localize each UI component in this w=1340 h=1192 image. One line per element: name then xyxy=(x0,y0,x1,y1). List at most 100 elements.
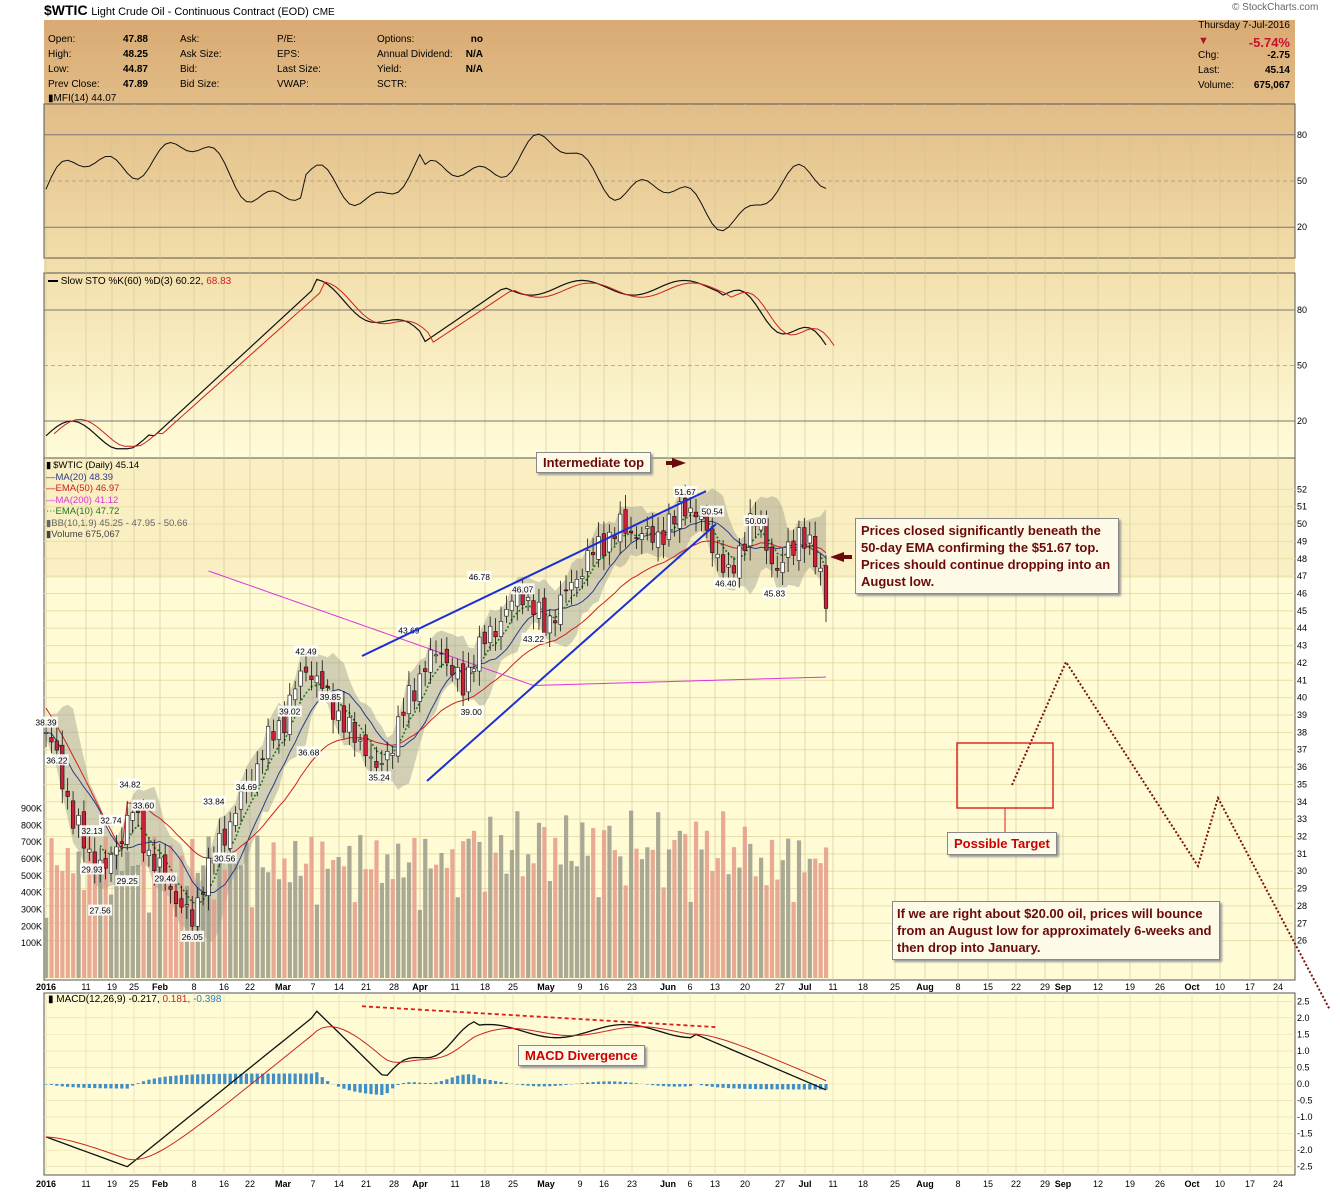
ema50-line xyxy=(45,540,827,859)
stat-dividend-label: Annual Dividend: xyxy=(377,49,453,60)
volume-bar xyxy=(558,864,563,978)
volume-bar xyxy=(428,868,433,978)
volume-bar xyxy=(179,855,184,978)
macd-histogram-bar xyxy=(353,1084,357,1092)
price-label-box: 34.69 xyxy=(234,780,259,792)
x-axis-label-bottom: 13 xyxy=(710,1179,720,1189)
x-axis-label: 28 xyxy=(389,982,399,992)
indicator-background xyxy=(44,20,1295,458)
volume-bar xyxy=(76,851,81,978)
macd-histogram-bar xyxy=(190,1074,194,1084)
macd-histogram-bar xyxy=(125,1084,129,1089)
sto-k-line xyxy=(45,278,827,450)
sto-axis-tick: 80 xyxy=(1297,305,1307,315)
macd-histogram-bar xyxy=(596,1081,601,1084)
macd-histogram-bar xyxy=(548,1084,552,1087)
sto-axis-tick: 20 xyxy=(1297,416,1307,426)
price-label-box: 50.00 xyxy=(743,515,768,527)
price-axis-tick: 27 xyxy=(1297,918,1307,928)
macd-histogram-bar xyxy=(396,1084,400,1086)
volume-bar xyxy=(818,863,823,978)
macd-histogram-bar xyxy=(212,1073,216,1084)
x-axis-label: 15 xyxy=(983,982,993,992)
candle-body xyxy=(726,564,731,568)
candle-body xyxy=(775,568,780,571)
macd-histogram-bar xyxy=(185,1074,189,1084)
price-label-bg xyxy=(296,746,321,758)
price-label-box: 29.40 xyxy=(153,872,178,884)
candle-body xyxy=(352,722,357,743)
stat-bidsize-label: Bid Size: xyxy=(180,79,220,90)
x-axis-label-bottom: 2016 xyxy=(36,1179,56,1189)
macd-histogram-bar xyxy=(775,1084,779,1090)
macd-histogram-bar xyxy=(672,1084,676,1087)
x-axis-label-bottom: 18 xyxy=(480,1179,490,1189)
candle-body xyxy=(536,601,542,619)
macd-axis-tick: -0.5 xyxy=(1297,1096,1313,1106)
macd-histogram-bar xyxy=(201,1074,205,1084)
x-axis-label-bottom: 16 xyxy=(599,1179,609,1189)
macd-histogram-bar xyxy=(488,1080,492,1084)
macd-histogram-bar xyxy=(239,1073,243,1084)
volume-bar xyxy=(163,875,168,978)
volume-bar xyxy=(412,837,417,978)
volume-bar xyxy=(304,863,309,978)
volume-bar xyxy=(249,907,255,978)
candle-body xyxy=(423,668,428,672)
volume-bar xyxy=(255,835,260,978)
volume-bar xyxy=(499,835,504,978)
stat-high-label: High: xyxy=(48,49,72,60)
macd-histogram-bar xyxy=(87,1084,91,1088)
candle-body xyxy=(601,533,607,557)
mfi-axis-tick: 80 xyxy=(1297,130,1307,140)
volume-bar xyxy=(482,891,487,978)
candle-body xyxy=(504,609,509,617)
macd-histogram-bar xyxy=(651,1084,655,1086)
volume-bar xyxy=(282,858,287,978)
macd-histogram-bar xyxy=(526,1084,530,1086)
macd-histogram-bar xyxy=(342,1084,346,1089)
volume-axis-tick: 200K xyxy=(21,921,42,931)
x-axis-label-bottom: 8 xyxy=(191,1179,196,1189)
price-label-text: 50.54 xyxy=(702,507,724,517)
price-axis-tick: 43 xyxy=(1297,641,1307,651)
candle-body xyxy=(108,854,114,874)
x-axis-label: 26 xyxy=(1155,982,1165,992)
volume-bar xyxy=(542,826,547,978)
x-axis-label-bottom: 29 xyxy=(1040,1179,1050,1189)
price-label-box: 29.93 xyxy=(80,863,105,875)
price-label-bg xyxy=(521,632,546,644)
volume-bar xyxy=(363,869,368,978)
volume-bar xyxy=(450,849,455,978)
quote-volume-label: Volume: xyxy=(1198,80,1235,91)
candle-body xyxy=(655,531,661,548)
macd-histogram-bar xyxy=(591,1081,595,1084)
price-label-bg xyxy=(153,872,178,884)
price-label-box: 51.67 xyxy=(673,486,698,498)
volume-bar xyxy=(374,840,379,978)
intermediate-top-callout: Intermediate top xyxy=(536,452,652,473)
candle-body xyxy=(347,717,352,733)
macd-histogram-bar xyxy=(179,1075,184,1084)
price-axis-tick: 40 xyxy=(1297,693,1307,703)
x-axis-label: May xyxy=(537,982,555,992)
macd-histogram-bar xyxy=(152,1078,156,1084)
volume-axis-tick: 600K xyxy=(21,854,42,864)
sto-axis-tick: 50 xyxy=(1297,361,1307,371)
x-axis-label-bottom: 7 xyxy=(310,1179,315,1189)
macd-histogram-bar xyxy=(743,1084,747,1089)
macd-histogram-bar xyxy=(564,1084,568,1085)
price-axis-tick: 52 xyxy=(1297,484,1307,494)
volume-bar xyxy=(444,867,450,978)
macd-label-hist: -0.398 xyxy=(193,994,222,1005)
volume-bar xyxy=(217,844,222,978)
projection-path xyxy=(1011,659,1331,1011)
macd-histogram-bar xyxy=(380,1084,384,1096)
volume-bar xyxy=(471,830,477,978)
price-label-box: 30.56 xyxy=(212,852,237,864)
x-axis-label: 19 xyxy=(107,982,117,992)
stat-open-label: Open: xyxy=(48,34,76,45)
price-label-bg xyxy=(80,863,105,875)
candle-body xyxy=(341,705,347,733)
macd-histogram-bar xyxy=(49,1084,54,1085)
